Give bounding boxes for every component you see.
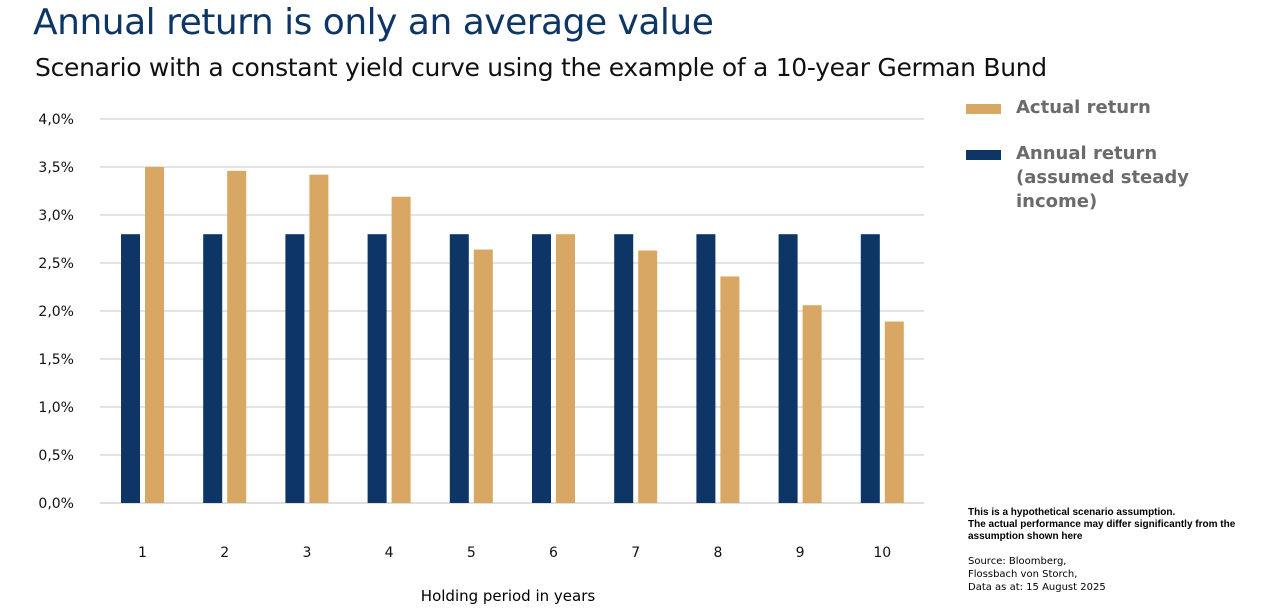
- y-tick-label: 1,5%: [38, 352, 74, 368]
- y-tick-label: 4,0%: [38, 112, 74, 128]
- legend-item-annual-return: Annual return (assumed steady income): [966, 142, 1206, 214]
- bar-actual-return: [802, 305, 822, 503]
- x-tick-label: 7: [631, 545, 640, 561]
- bar-actual-return: [638, 250, 658, 503]
- y-tick-label: 2,0%: [38, 304, 74, 320]
- x-tick-label: 4: [385, 545, 394, 561]
- x-axis-title: Holding period in years: [420, 587, 596, 605]
- y-tick-label: 3,0%: [38, 208, 74, 224]
- legend-item-actual-return: Actual return: [966, 96, 1206, 120]
- legend-label-actual-return: Actual return: [1016, 97, 1151, 118]
- disclaimer-line-1: This is a hypothetical scenario assumpti…: [968, 507, 1176, 518]
- chart-subtitle: Scenario with a constant yield curve usi…: [35, 53, 1047, 82]
- bar-annual-return: [860, 234, 880, 503]
- legend-swatch-actual-return: [966, 104, 1001, 114]
- y-tick-label: 3,5%: [38, 160, 74, 176]
- bar-annual-return: [367, 234, 387, 503]
- bar-annual-return: [778, 234, 798, 503]
- bar-annual-return: [285, 234, 305, 503]
- bar-annual-return: [449, 234, 469, 503]
- x-tick-label: 10: [873, 545, 891, 561]
- source-note: Source: Bloomberg, Flossbach von Storch,…: [968, 555, 1228, 594]
- bar-actual-return: [473, 249, 493, 503]
- bar-actual-return: [145, 167, 164, 503]
- bar-annual-return: [614, 234, 634, 503]
- bar-actual-return: [884, 321, 904, 503]
- x-tick-label: 1: [138, 545, 147, 561]
- y-tick-label: 2,5%: [38, 256, 74, 272]
- x-tick-label: 2: [220, 545, 229, 561]
- bar-actual-return: [556, 234, 575, 503]
- legend: Actual return Annual return (assumed ste…: [966, 96, 1206, 214]
- chart-title: Annual return is only an average value: [33, 2, 714, 43]
- source-line-2: Flossbach von Storch,: [968, 569, 1078, 580]
- y-tick-label: 0,0%: [38, 496, 74, 512]
- bar-actual-return: [391, 196, 411, 503]
- bar-annual-return: [121, 234, 140, 503]
- y-tick-label: 0,5%: [38, 448, 74, 464]
- bar-actual-return: [227, 170, 247, 503]
- x-tick-label: 8: [713, 545, 722, 561]
- source-line-1: Source: Bloomberg,: [968, 556, 1067, 567]
- x-tick-label: 5: [467, 545, 476, 561]
- x-tick-label: 6: [549, 545, 558, 561]
- bar-annual-return: [203, 234, 223, 503]
- source-line-3: Data as at: 15 August 2025: [968, 582, 1106, 593]
- disclaimer-note: This is a hypothetical scenario assumpti…: [968, 507, 1258, 543]
- legend-label-annual-return: Annual return (assumed steady income): [1016, 143, 1190, 212]
- x-tick-label: 9: [796, 545, 805, 561]
- y-tick-label: 1,0%: [38, 400, 74, 416]
- bar-actual-return: [720, 276, 740, 503]
- bar-annual-return: [532, 234, 551, 503]
- bar-annual-return: [696, 234, 716, 503]
- disclaimer-line-2: The actual performance may differ signif…: [968, 519, 1236, 542]
- x-tick-label: 3: [302, 545, 311, 561]
- bar-actual-return: [309, 174, 329, 503]
- legend-swatch-annual-return: [966, 150, 1001, 160]
